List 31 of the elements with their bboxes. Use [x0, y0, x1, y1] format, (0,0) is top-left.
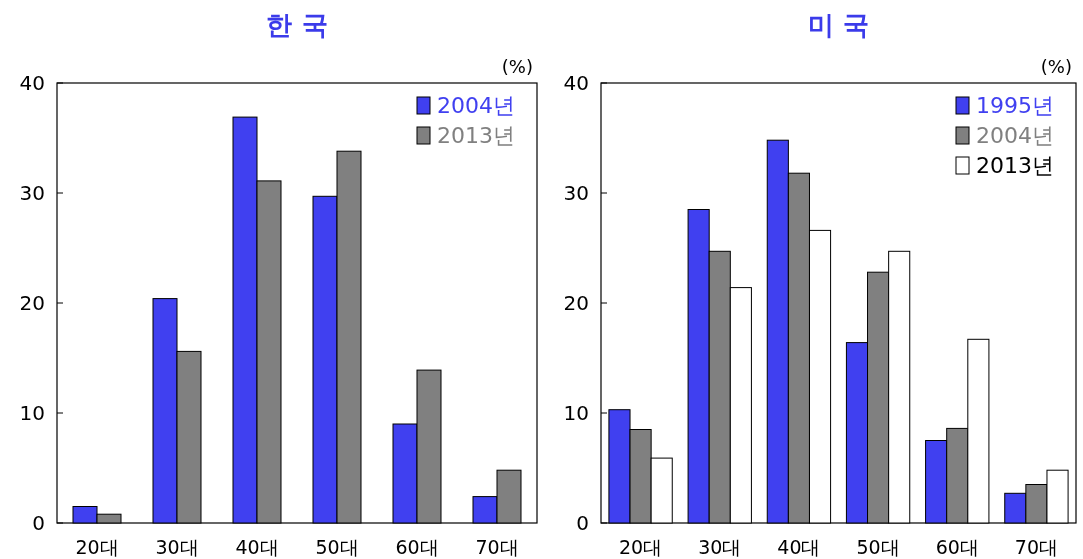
y-tick-label: 30 — [563, 181, 589, 205]
legend-label: 1995년 — [976, 93, 1054, 118]
x-tick-label: 20대 — [618, 536, 663, 558]
y-tick-label: 30 — [19, 181, 45, 205]
x-tick-label: 50대 — [856, 536, 900, 558]
x-tick-label: 70대 — [475, 536, 519, 558]
text: (%) — [1040, 56, 1072, 77]
legend-label: 2013년 — [976, 153, 1054, 178]
legend-label: 2004년 — [437, 93, 515, 118]
legend-label: 2013년 — [437, 123, 515, 148]
x-tick-label: 30대 — [155, 536, 199, 558]
y-tick-label: 20 — [19, 291, 45, 315]
y-tick-label: 10 — [19, 401, 45, 425]
x-tick-label: 70대 — [1014, 536, 1059, 558]
y-tick-label: 40 — [19, 71, 45, 95]
chart-title: 미 국 — [807, 10, 870, 40]
x-tick-label: 50대 — [315, 536, 359, 558]
y-tick-label: 0 — [576, 511, 589, 535]
text: (%) — [501, 56, 533, 77]
y-tick-label: 20 — [563, 291, 589, 315]
legend-label: 2004년 — [976, 123, 1054, 148]
x-tick-label: 60대 — [395, 536, 439, 558]
y-tick-label: 40 — [563, 71, 589, 95]
y-tick-label: 0 — [32, 511, 45, 535]
x-tick-label: 20대 — [75, 536, 119, 558]
x-tick-label: 40대 — [777, 536, 821, 558]
y-tick-label: 10 — [563, 401, 589, 425]
chart-title: 한 국 — [266, 10, 328, 40]
x-tick-label: 60대 — [935, 536, 979, 558]
x-tick-label: 40대 — [235, 536, 279, 558]
x-tick-label: 30대 — [698, 536, 742, 558]
